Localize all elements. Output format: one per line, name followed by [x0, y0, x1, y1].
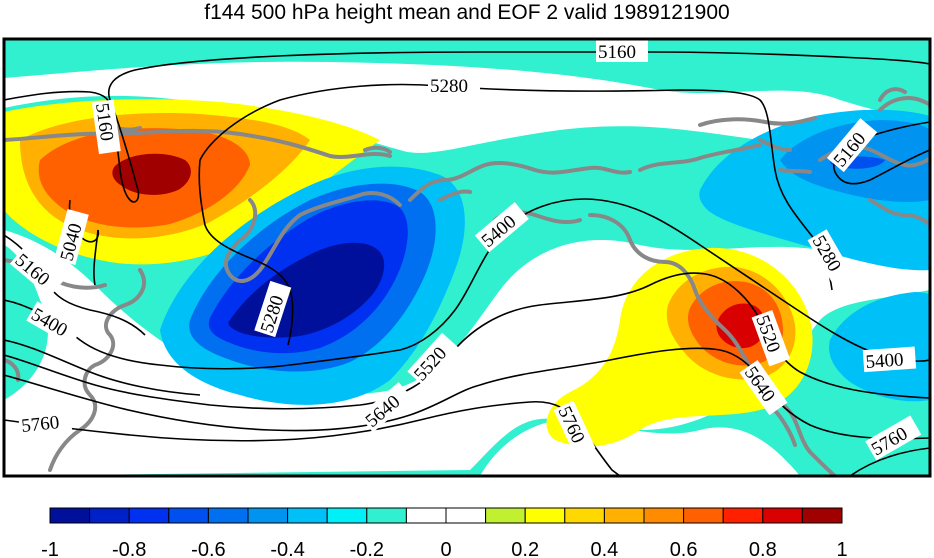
contour-label-mask — [826, 118, 878, 173]
coastline — [223, 191, 402, 283]
contour-label-mask — [26, 301, 83, 347]
colorbar-tick-label: 0.4 — [590, 539, 618, 558]
contour-label-mask — [596, 40, 648, 62]
contour-label: 5160 — [91, 102, 117, 143]
contour-label-mask — [474, 202, 529, 253]
coastline — [758, 138, 792, 152]
contour-label-mask — [54, 209, 89, 265]
coastline — [698, 116, 817, 127]
contour-label-mask — [862, 346, 917, 373]
colorbar-tick-label: -0.4 — [270, 539, 304, 558]
contour-label-mask — [807, 229, 853, 286]
contour-5640 — [4, 347, 930, 440]
colorbar-box — [445, 507, 487, 524]
coastline — [778, 168, 812, 174]
colorbar-box — [366, 507, 407, 524]
colorbar-box — [49, 507, 91, 524]
colorbar-box — [485, 507, 526, 524]
contour-label-mask — [18, 408, 73, 437]
eof-positive-anomaly-east — [716, 303, 765, 349]
contour-label-mask — [865, 415, 922, 461]
colorbar: -1 -0.8 -0.6 -0.4 -0.2 0 0.2 0.4 0.6 0.8 1 — [41, 507, 848, 558]
contour-5280 — [198, 159, 294, 346]
contour-label-mask — [751, 309, 791, 367]
contour-label-mask — [9, 246, 64, 298]
colorbar-box — [287, 507, 328, 524]
colorbar-box — [683, 507, 724, 524]
colorbar-box — [326, 507, 368, 524]
colorbar-box — [564, 507, 605, 524]
coastline — [638, 143, 762, 172]
eof-negative-anomaly-southeast — [829, 292, 930, 402]
colorbar-box — [89, 507, 130, 524]
coastline — [363, 145, 392, 154]
plot-frame — [2, 37, 932, 478]
contour-label: 5280 — [430, 76, 468, 97]
colorbar-box — [762, 507, 803, 524]
contour-5400 — [4, 198, 930, 370]
contour-5760 — [849, 447, 930, 476]
contour-label-mask — [428, 74, 480, 96]
contour-5280 — [199, 83, 833, 291]
colorbar-box — [524, 507, 566, 524]
colorbar-tick-label: -0.6 — [191, 539, 225, 558]
contour-label-mask — [553, 400, 596, 458]
coastline — [588, 213, 837, 476]
colorbar-box — [405, 507, 447, 524]
colorbar-box — [207, 507, 249, 524]
contour-5040 — [93, 229, 99, 286]
colorbar-tick-label: 0.8 — [749, 539, 777, 558]
colorbar-tick-label: 0.6 — [670, 539, 698, 558]
contour-5160 — [833, 121, 930, 185]
coastline — [4, 358, 21, 382]
contour-label-mask — [91, 99, 121, 155]
contour-label-mask — [739, 360, 788, 416]
eof-positive-anomaly-northwest — [112, 153, 191, 195]
contour-label: 5160 — [598, 42, 636, 63]
contour-label-mask — [407, 332, 459, 387]
colorbar-box — [643, 507, 685, 524]
coastline — [408, 160, 632, 202]
map-title: f144 500 hPa height mean and EOF 2 valid… — [204, 1, 730, 24]
colorbar-tick-label: -0.2 — [350, 539, 384, 558]
colorbar-tick-label: 0.2 — [511, 539, 539, 558]
coastline — [868, 198, 930, 227]
coastline — [438, 189, 472, 202]
colorbar-box — [168, 507, 209, 524]
colorbar-box — [247, 507, 289, 524]
colorbar-tick-label: 0 — [440, 539, 451, 558]
contour-label-mask — [358, 382, 413, 433]
contour-5400 — [4, 339, 201, 396]
coastline — [878, 87, 907, 102]
colorbar-box — [801, 507, 843, 524]
contour-label: 5760 — [20, 412, 60, 437]
eof-near-zero-region — [4, 61, 930, 160]
height-contours — [4, 51, 930, 476]
colorbar-tick-label: -0.8 — [112, 539, 146, 558]
colorbar-tick-label: 1 — [836, 539, 847, 558]
colorbar-tick-label: -1 — [41, 539, 59, 558]
contour-label-mask — [254, 280, 292, 338]
colorbar-box — [128, 507, 170, 524]
coastline — [4, 128, 392, 159]
contour-label: 5400 — [865, 349, 904, 373]
colorbar-box — [603, 507, 645, 524]
colorbar-box — [722, 507, 764, 524]
